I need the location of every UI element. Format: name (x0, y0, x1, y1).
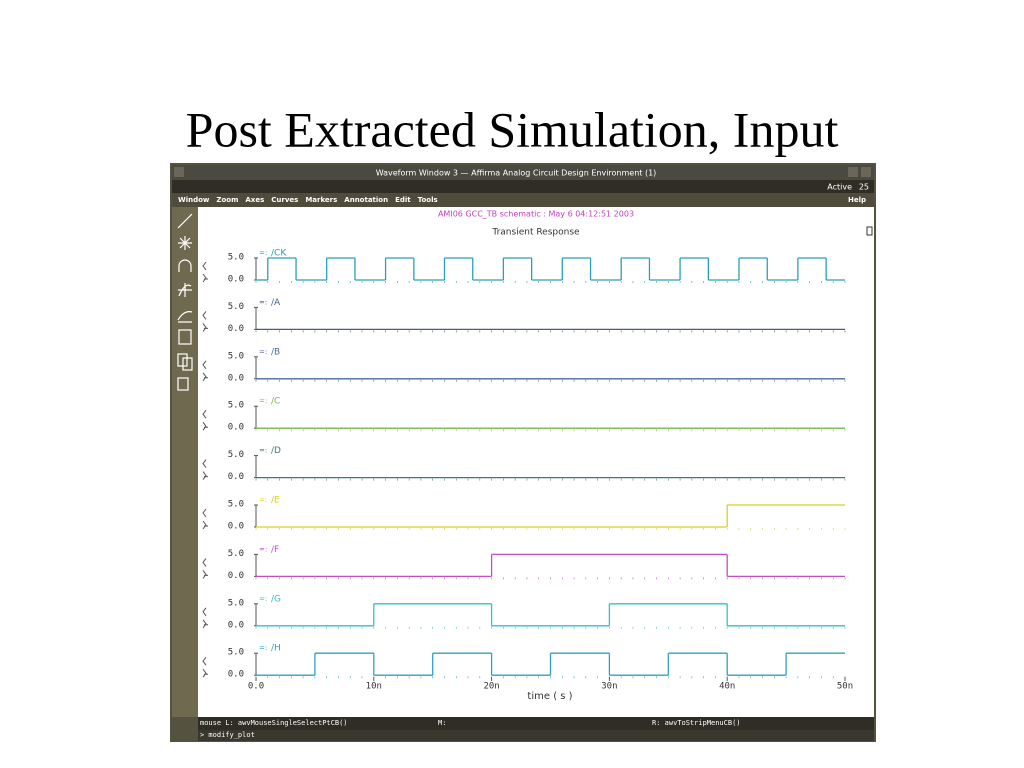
signal-marker: =: (259, 496, 267, 504)
signal-marker: =: (259, 595, 267, 603)
y-tick-label: 5.0 (228, 450, 244, 460)
x-tick-label: 20n (483, 682, 499, 692)
window-title: Waveform Window 3 — Affirma Analog Circu… (376, 169, 657, 178)
y-tick-label: 0.0 (228, 423, 244, 433)
signal-marker: =: (259, 298, 267, 306)
menu-item[interactable]: Curves (271, 196, 298, 204)
signal-name: /B (271, 347, 280, 357)
footer-row (198, 717, 874, 730)
prompt: > modify_plot (200, 731, 255, 739)
toolbar-icons (177, 213, 193, 391)
minimize-button[interactable] (848, 167, 858, 177)
plot-header: AMI06 GCC_TB schematic : May 6 04:12:51 … (438, 210, 634, 219)
signal-marker: =: (259, 397, 267, 405)
panel-control[interactable] (202, 409, 208, 431)
y-tick-label: 5.0 (228, 253, 244, 263)
y-tick-label: 0.0 (228, 620, 244, 630)
menu-item[interactable]: Edit (395, 196, 411, 204)
plot-subtitle: Transient Response (491, 228, 580, 238)
window-menu-button[interactable] (174, 167, 184, 177)
panel-control[interactable] (202, 558, 208, 579)
y-tick-label: 5.0 (228, 500, 244, 510)
title-bar (172, 165, 874, 180)
menu-item[interactable]: Zoom (216, 196, 238, 204)
signal-name: /F (271, 545, 279, 555)
menu-item[interactable]: Markers (305, 196, 337, 204)
y-tick-label: 5.0 (228, 598, 244, 608)
tool-icon[interactable] (177, 311, 193, 323)
x-tick-label: 30n (601, 682, 617, 692)
x-axis-label: time ( s ) (527, 691, 572, 702)
signal-name: /D (271, 446, 281, 456)
menu: Window Zoom Axes Curves Markers Annotation Edi… (178, 196, 438, 204)
prompt-row (198, 730, 874, 741)
y-tick-label: 0.0 (228, 571, 244, 581)
status-number: 25 (859, 183, 869, 192)
signal-marker: =: (259, 644, 267, 652)
status-text: Active (827, 183, 852, 192)
footer-right: R: awvToStripMenuCB() (652, 719, 741, 727)
y-tick-label: 5.0 (228, 302, 244, 312)
footer-left: mouse L: awvMouseSingleSelectPtCB() (200, 719, 348, 727)
menu-item[interactable]: Annotation (344, 196, 388, 204)
x-tick-label: 40n (719, 682, 735, 692)
tool-icon[interactable] (178, 329, 192, 345)
panel-control[interactable] (202, 508, 208, 530)
x-tick-label: 0.0 (248, 682, 264, 692)
tool-icon[interactable] (178, 283, 192, 297)
x-tick-label: 50n (837, 682, 853, 692)
signal-name: /CK (271, 249, 287, 259)
signal-name: /A (271, 298, 281, 308)
y-tick-label: 5.0 (228, 351, 244, 361)
footer-middle: M: (438, 719, 446, 727)
panel-control[interactable] (202, 607, 208, 629)
y-tick-label: 5.0 (228, 549, 244, 559)
signal-name: /E (271, 496, 280, 506)
menu-item[interactable]: Tools (418, 196, 438, 204)
panel-control[interactable] (202, 261, 208, 283)
slide-title: Post Extracted Simulation, Input (186, 101, 839, 157)
plot-area (198, 207, 874, 717)
scroll-marker[interactable] (866, 226, 873, 236)
panel-control[interactable] (202, 656, 208, 678)
signal-name: /C (271, 397, 280, 407)
y-tick-label: 0.0 (228, 472, 244, 482)
signal-marker: =: (259, 447, 267, 455)
signal-marker: =: (259, 545, 267, 553)
signal-name: /H (271, 644, 281, 654)
status-row (172, 180, 874, 193)
tool-icon[interactable] (177, 377, 189, 391)
menu-item[interactable]: Window (178, 196, 210, 204)
y-tick-label: 5.0 (228, 401, 244, 411)
y-tick-label: 5.0 (228, 648, 244, 658)
y-tick-label: 0.0 (228, 522, 244, 532)
tool-icon[interactable] (178, 259, 192, 272)
tool-icon[interactable] (178, 236, 192, 250)
menu-item[interactable]: Axes (245, 196, 264, 204)
y-tick-label: 0.0 (228, 275, 244, 285)
signal-name: /G (271, 594, 281, 604)
y-tick-label: 0.0 (228, 373, 244, 383)
tool-icon[interactable] (177, 213, 193, 229)
panel-control[interactable] (202, 459, 208, 480)
maximize-button[interactable] (861, 167, 871, 177)
waveforms: 5.0 0.0 =: /CK 5.0 0.0 =: /A 5.0 0.0 =: /B 5.0 0.0 =: /… (202, 249, 853, 692)
menu-item[interactable]: Help (848, 196, 866, 204)
signal-marker: =: (259, 348, 267, 356)
x-tick-label: 10n (366, 682, 382, 692)
panel-control[interactable] (202, 360, 208, 382)
tool-icon[interactable] (182, 357, 193, 371)
y-tick-label: 0.0 (228, 670, 244, 680)
panel-control[interactable] (202, 311, 208, 332)
y-tick-label: 0.0 (228, 324, 244, 334)
signal-marker: =: (259, 249, 267, 257)
menu-bar (172, 193, 874, 207)
